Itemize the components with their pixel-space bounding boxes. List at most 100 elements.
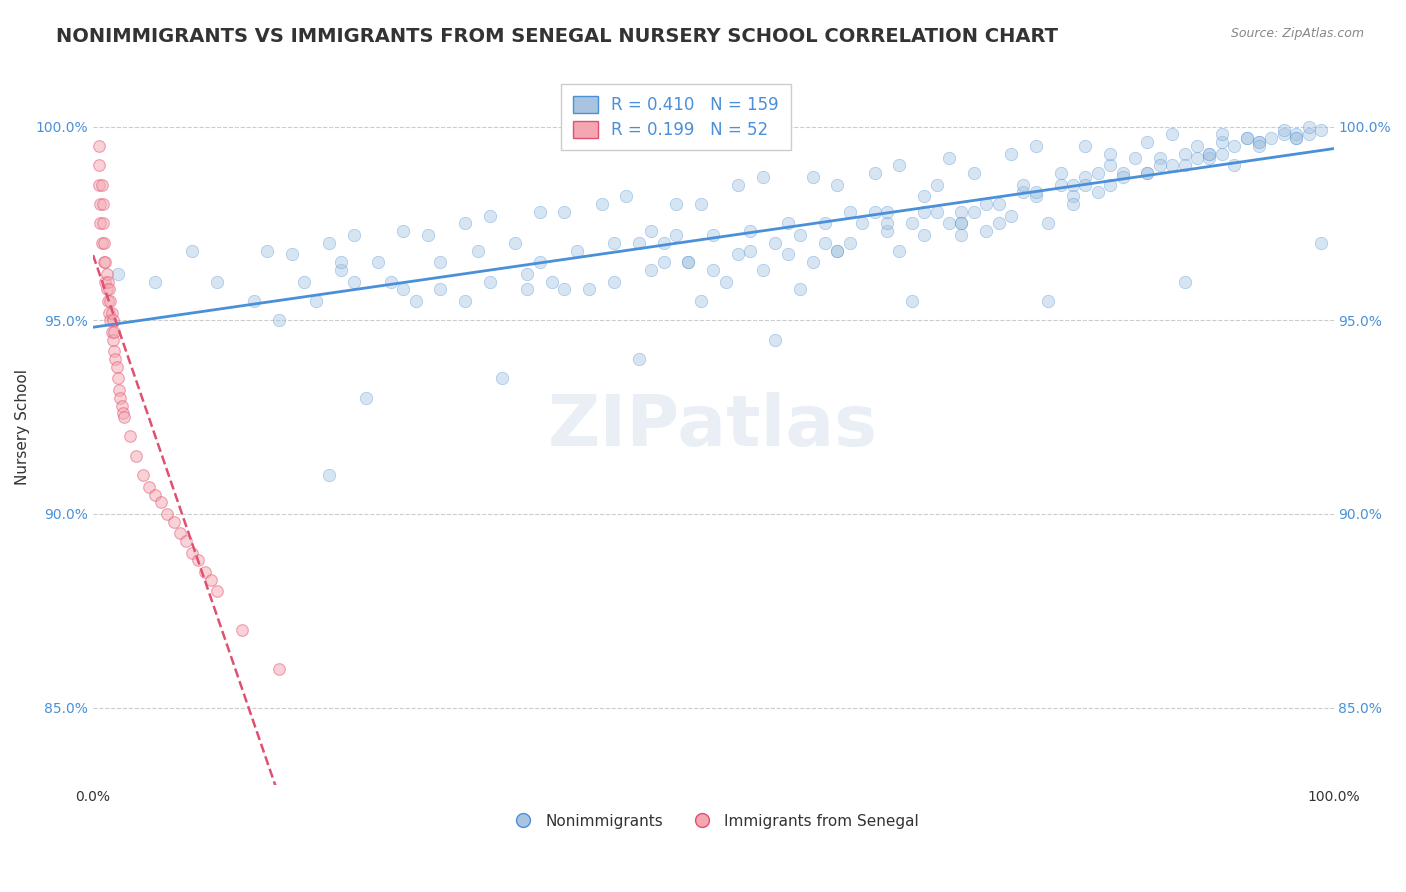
- Point: [665, 197, 688, 211]
- Point: [1310, 123, 1333, 137]
- Point: [1049, 178, 1071, 192]
- Point: [1310, 235, 1333, 250]
- Point: [305, 293, 328, 308]
- Point: [454, 293, 477, 308]
- Point: [763, 235, 786, 250]
- Point: [827, 244, 849, 258]
- Point: [1285, 128, 1308, 142]
- Point: [702, 228, 724, 243]
- Point: [96, 267, 118, 281]
- Point: [93, 255, 115, 269]
- Point: [100, 293, 122, 308]
- Point: [89, 158, 111, 172]
- Point: [330, 255, 353, 269]
- Point: [752, 263, 775, 277]
- Point: [1223, 158, 1246, 172]
- Point: [90, 178, 112, 192]
- Point: [603, 275, 626, 289]
- Point: [1136, 135, 1159, 149]
- Point: [163, 515, 186, 529]
- Point: [1149, 158, 1171, 172]
- Text: NONIMMIGRANTS VS IMMIGRANTS FROM SENEGAL NURSERY SCHOOL CORRELATION CHART: NONIMMIGRANTS VS IMMIGRANTS FROM SENEGAL…: [56, 27, 1059, 45]
- Point: [740, 224, 762, 238]
- Point: [1099, 178, 1122, 192]
- Point: [553, 204, 575, 219]
- Point: [1025, 186, 1047, 200]
- Point: [98, 282, 121, 296]
- Point: [1223, 139, 1246, 153]
- Point: [1174, 146, 1197, 161]
- Point: [627, 235, 650, 250]
- Point: [1285, 131, 1308, 145]
- Point: [269, 313, 291, 327]
- Point: [1185, 139, 1208, 153]
- Point: [1099, 158, 1122, 172]
- Point: [1087, 166, 1109, 180]
- Point: [1025, 189, 1047, 203]
- Point: [578, 282, 600, 296]
- Point: [1298, 128, 1320, 142]
- Point: [974, 224, 997, 238]
- Text: Source: ZipAtlas.com: Source: ZipAtlas.com: [1230, 27, 1364, 40]
- Point: [89, 139, 111, 153]
- Point: [1185, 151, 1208, 165]
- Point: [912, 228, 935, 243]
- Point: [1087, 186, 1109, 200]
- Text: ZIPatlas: ZIPatlas: [548, 392, 879, 461]
- Point: [1074, 139, 1097, 153]
- Point: [107, 371, 129, 385]
- Point: [111, 406, 134, 420]
- Point: [950, 228, 973, 243]
- Point: [200, 573, 222, 587]
- Point: [100, 305, 122, 319]
- Point: [814, 235, 837, 250]
- Point: [108, 383, 131, 397]
- Point: [1136, 166, 1159, 180]
- Point: [97, 293, 120, 308]
- Point: [689, 293, 711, 308]
- Point: [100, 313, 122, 327]
- Point: [138, 480, 160, 494]
- Point: [429, 255, 451, 269]
- Point: [105, 359, 128, 374]
- Point: [101, 333, 124, 347]
- Point: [1298, 120, 1320, 134]
- Point: [143, 275, 166, 289]
- Point: [603, 235, 626, 250]
- Point: [740, 244, 762, 258]
- Point: [678, 255, 700, 269]
- Point: [801, 255, 824, 269]
- Point: [1038, 217, 1060, 231]
- Point: [1000, 209, 1022, 223]
- Point: [1062, 189, 1084, 203]
- Point: [565, 244, 588, 258]
- Point: [987, 217, 1010, 231]
- Point: [801, 169, 824, 184]
- Point: [1198, 146, 1220, 161]
- Point: [174, 534, 197, 549]
- Point: [950, 204, 973, 219]
- Point: [863, 204, 886, 219]
- Point: [987, 197, 1010, 211]
- Point: [1049, 166, 1071, 180]
- Point: [838, 204, 860, 219]
- Point: [416, 228, 439, 243]
- Point: [950, 217, 973, 231]
- Point: [553, 282, 575, 296]
- Y-axis label: Nursery School: Nursery School: [15, 368, 30, 485]
- Point: [156, 507, 179, 521]
- Point: [963, 166, 986, 180]
- Point: [1249, 135, 1271, 149]
- Point: [1272, 128, 1295, 142]
- Point: [1161, 158, 1184, 172]
- Point: [231, 623, 253, 637]
- Point: [143, 487, 166, 501]
- Point: [640, 263, 662, 277]
- Point: [125, 449, 148, 463]
- Point: [330, 263, 353, 277]
- Point: [1285, 131, 1308, 145]
- Point: [714, 275, 737, 289]
- Point: [1111, 166, 1133, 180]
- Point: [889, 244, 911, 258]
- Point: [429, 282, 451, 296]
